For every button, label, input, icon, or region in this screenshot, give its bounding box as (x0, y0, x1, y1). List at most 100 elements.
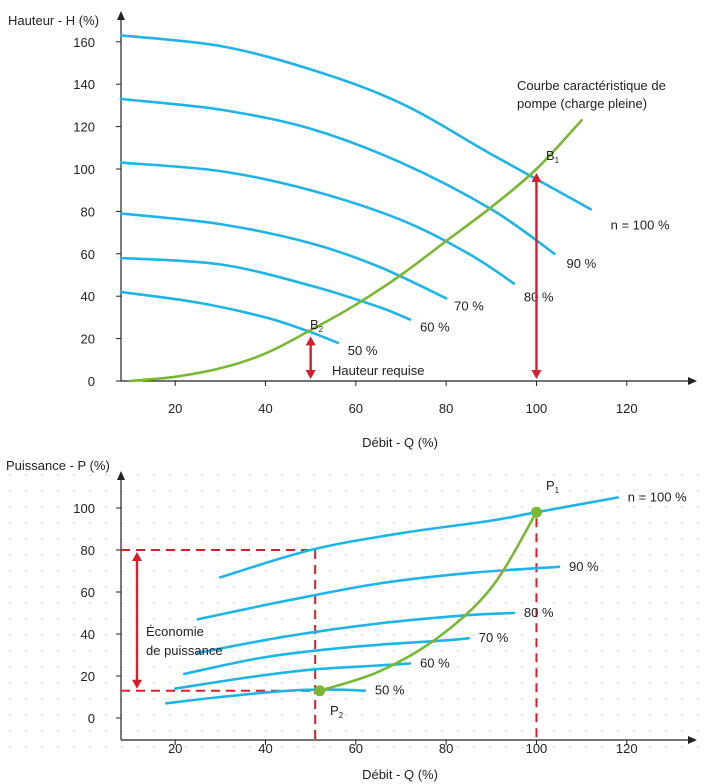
background-dot (633, 746, 635, 748)
background-dot (697, 506, 699, 508)
background-dot (553, 618, 555, 620)
background-dot (553, 666, 555, 668)
background-dot (345, 506, 347, 508)
background-dot (537, 538, 539, 540)
background-dot (41, 586, 43, 588)
bottom-x-tick-40: 40 (258, 741, 272, 756)
top-x-tick-80: 80 (439, 401, 453, 416)
background-dot (521, 746, 523, 748)
background-dot (153, 746, 155, 748)
top-x-axis-label: Débit - Q (%) (362, 435, 438, 450)
background-dot (537, 714, 539, 716)
background-dot (185, 698, 187, 700)
background-dot (201, 474, 203, 476)
background-dot (217, 634, 219, 636)
background-dot (441, 570, 443, 572)
background-dot (377, 554, 379, 556)
saving-arrow-head-up (132, 552, 142, 561)
background-dot (281, 554, 283, 556)
background-dot (425, 682, 427, 684)
background-dot (601, 682, 603, 684)
background-dot (569, 650, 571, 652)
background-dot (185, 714, 187, 716)
background-dot (25, 698, 27, 700)
background-dot (169, 634, 171, 636)
background-dot (329, 506, 331, 508)
bottom-curve-label-50: 50 % (375, 683, 405, 698)
background-dot (73, 682, 75, 684)
background-dot (505, 474, 507, 476)
background-dot (617, 506, 619, 508)
background-dot (569, 522, 571, 524)
bottom-x-tick-20: 20 (168, 741, 182, 756)
background-dot (633, 714, 635, 716)
background-dot (377, 650, 379, 652)
background-dot (665, 634, 667, 636)
background-dot (697, 746, 699, 748)
background-dot (89, 714, 91, 716)
background-dot (185, 490, 187, 492)
background-dot (25, 506, 27, 508)
background-dot (249, 682, 251, 684)
background-dot (105, 586, 107, 588)
top-curve-60 (119, 256, 412, 321)
background-dot (105, 730, 107, 732)
background-dot (249, 618, 251, 620)
background-dot (617, 570, 619, 572)
background-dot (665, 730, 667, 732)
background-dot (73, 618, 75, 620)
background-dot (73, 650, 75, 652)
background-dot (25, 602, 27, 604)
background-dot (633, 538, 635, 540)
background-dot (169, 666, 171, 668)
background-dot (233, 602, 235, 604)
background-dot (201, 730, 203, 732)
background-dot (41, 570, 43, 572)
background-dot (185, 538, 187, 540)
background-dot (393, 650, 395, 652)
background-dot (105, 554, 107, 556)
background-dot (377, 714, 379, 716)
background-dot (377, 698, 379, 700)
background-dot (537, 682, 539, 684)
background-dot (137, 714, 139, 716)
background-dot (633, 554, 635, 556)
background-dot (585, 714, 587, 716)
background-dot (153, 586, 155, 588)
background-dot (377, 634, 379, 636)
background-dot (281, 570, 283, 572)
background-dot (457, 522, 459, 524)
background-dot (105, 714, 107, 716)
background-dot (697, 538, 699, 540)
background-dot (249, 730, 251, 732)
top-y-tick-100: 100 (73, 162, 95, 177)
background-dot (425, 522, 427, 524)
background-dot (361, 602, 363, 604)
pump-curve-label-2: pompe (charge pleine) (517, 96, 647, 111)
background-dot (681, 602, 683, 604)
background-dot (489, 602, 491, 604)
background-dot (73, 522, 75, 524)
background-dot (537, 554, 539, 556)
background-dot (73, 474, 75, 476)
background-dot (57, 730, 59, 732)
background-dot (249, 538, 251, 540)
background-dot (57, 586, 59, 588)
background-dot (665, 714, 667, 716)
background-dot (537, 586, 539, 588)
background-dot (489, 682, 491, 684)
background-dot (233, 538, 235, 540)
background-dot (265, 570, 267, 572)
background-dot (185, 570, 187, 572)
background-dot (361, 714, 363, 716)
background-dot (201, 746, 203, 748)
background-dot (41, 634, 43, 636)
background-dot (377, 730, 379, 732)
background-dot (649, 538, 651, 540)
background-dot (457, 714, 459, 716)
background-dot (185, 730, 187, 732)
background-dot (633, 730, 635, 732)
background-dot (457, 490, 459, 492)
background-dot (153, 714, 155, 716)
background-dot (217, 618, 219, 620)
